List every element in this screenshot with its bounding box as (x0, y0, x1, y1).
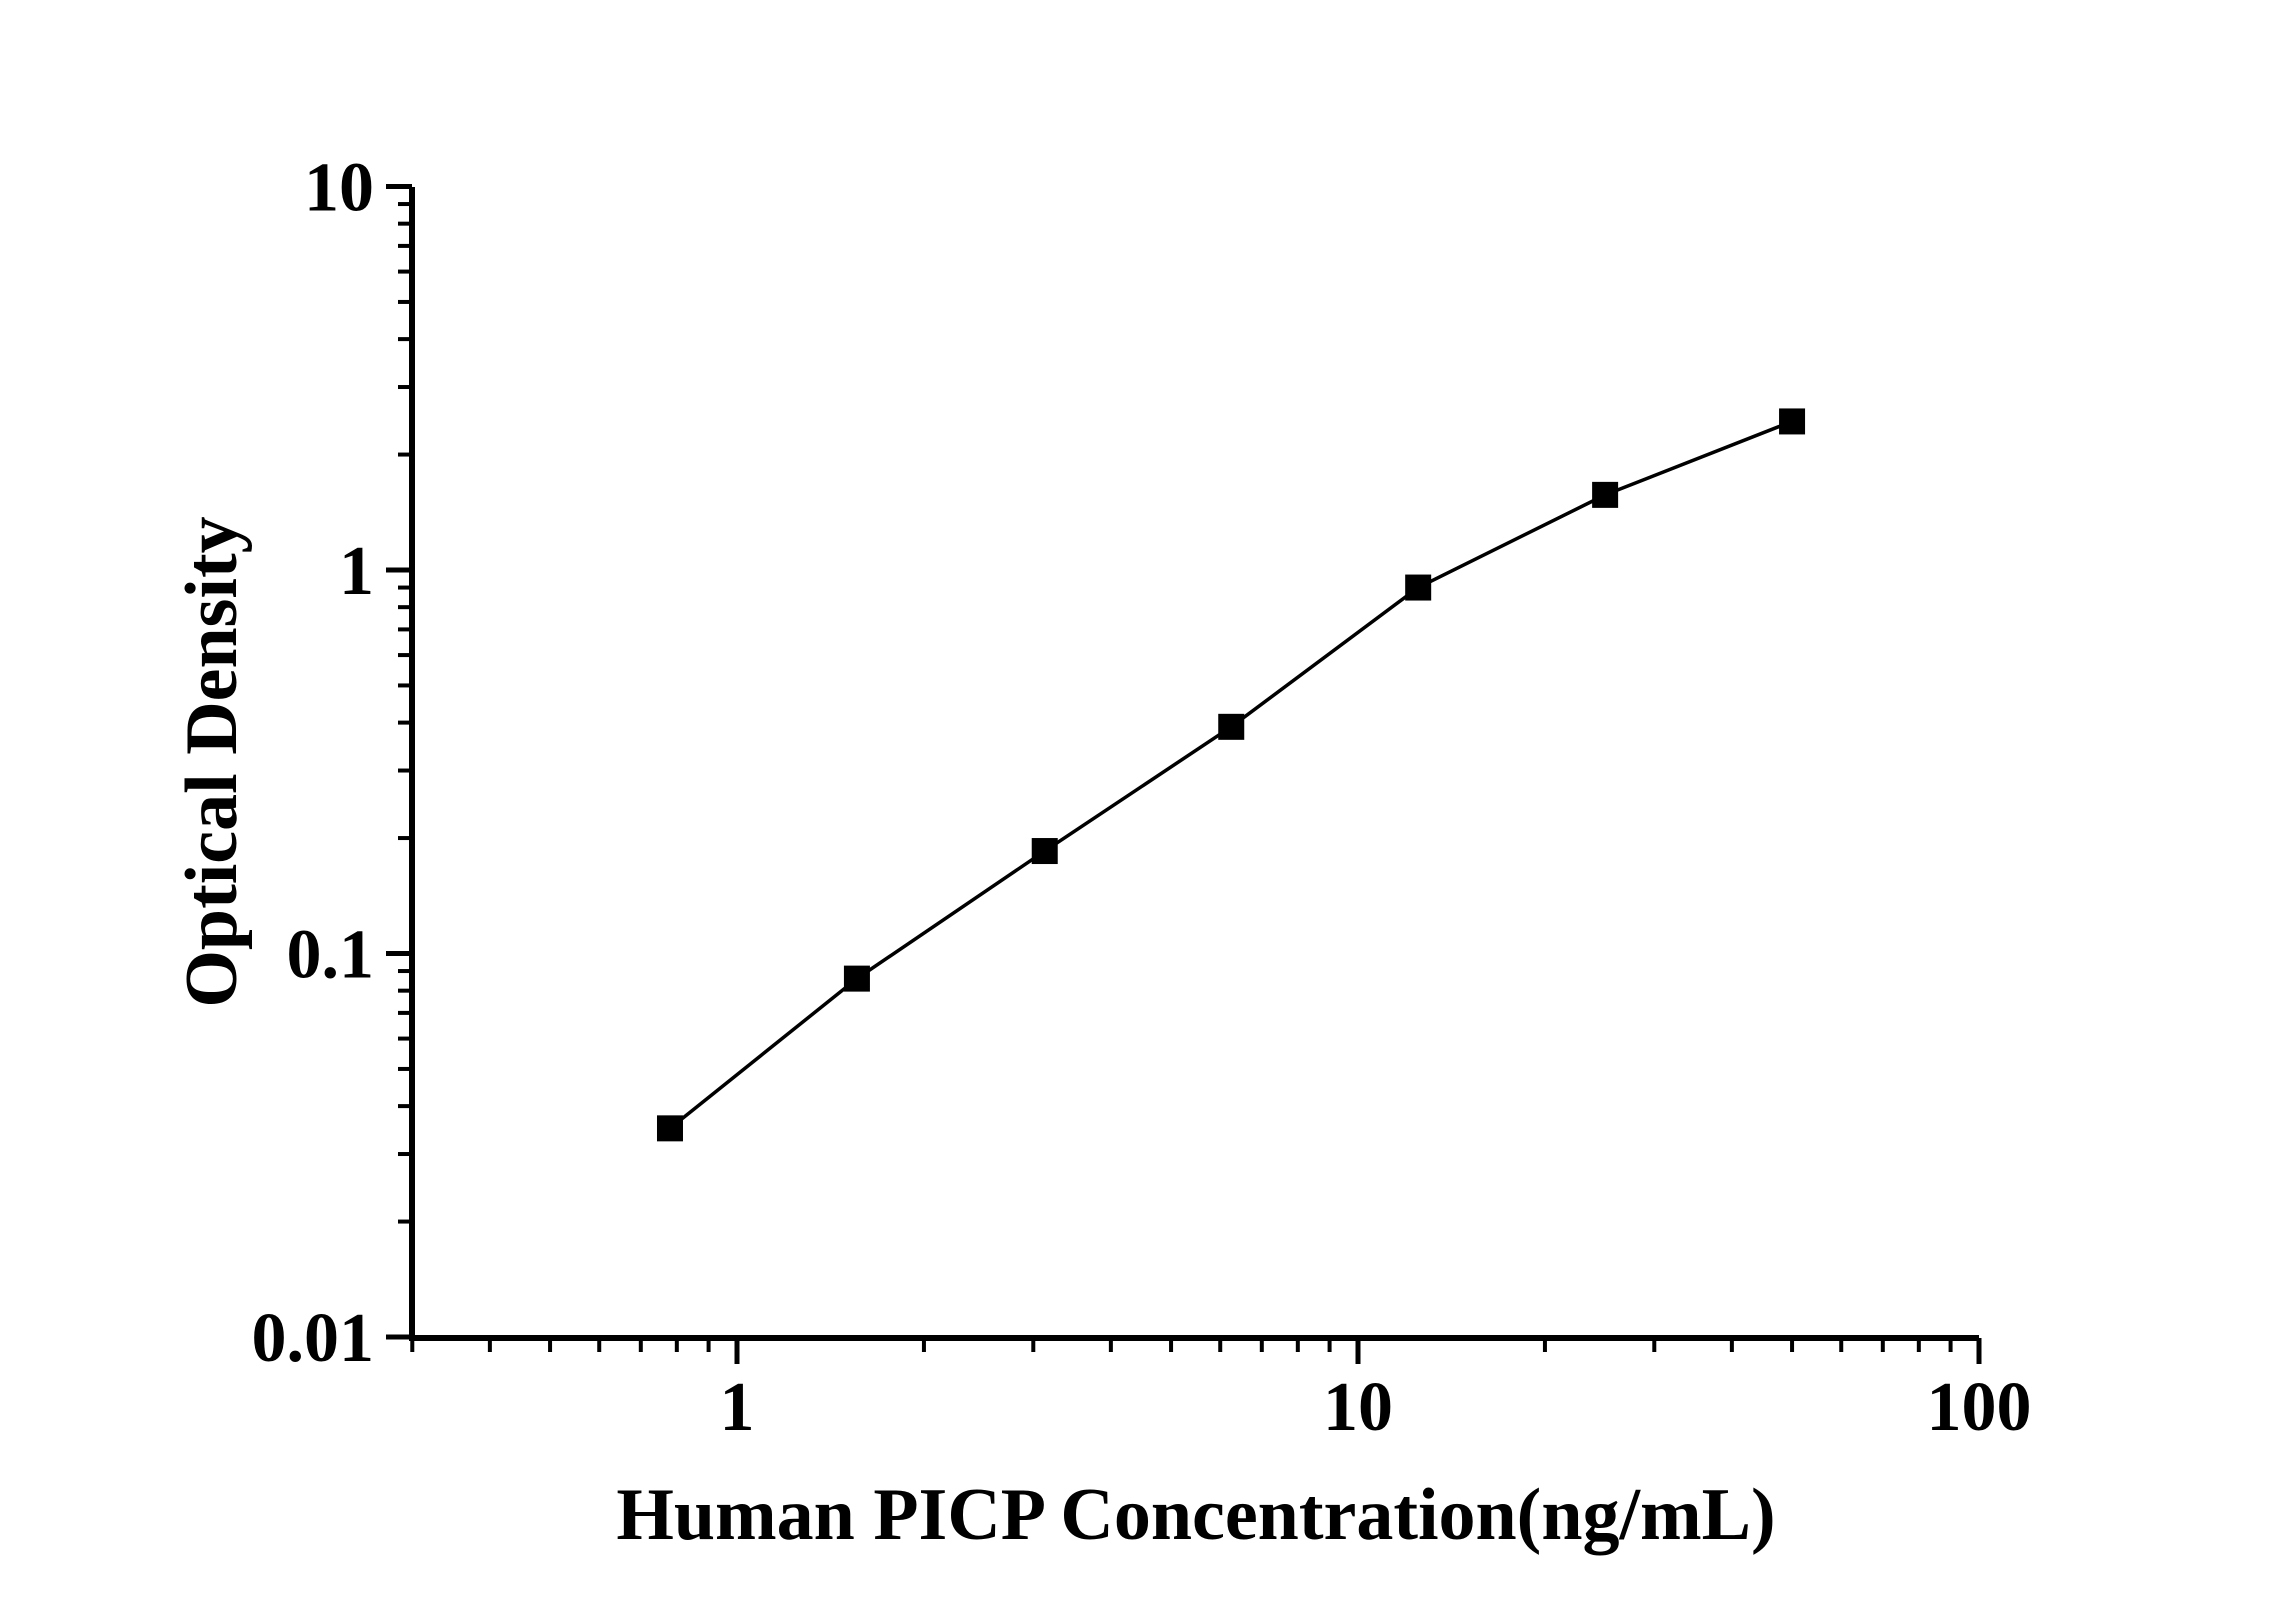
x-axis-title: Human PICP Concentration(ng/mL) (616, 1474, 1776, 1556)
data-point-marker (656, 1115, 683, 1142)
axis-lines (409, 187, 1979, 1341)
x-tick-label: 1 (720, 1369, 755, 1446)
data-point-marker (1031, 838, 1058, 865)
data-point-marker (1218, 713, 1245, 740)
data-point-marker (1779, 408, 1806, 435)
x-tick-label: 100 (1927, 1369, 2032, 1446)
data-point-marker (1592, 481, 1619, 508)
data-point-marker (1405, 574, 1432, 601)
y-tick-label: 10 (304, 150, 374, 227)
series-line (668, 419, 1793, 1130)
y-tick-label: 0.01 (252, 1300, 375, 1377)
y-tick-label: 1 (339, 533, 374, 610)
y-tick-label: 0.1 (287, 917, 375, 994)
data-point-marker (843, 965, 870, 992)
y-axis-title: Optical Density (171, 516, 253, 1008)
x-tick-label: 10 (1323, 1369, 1393, 1446)
